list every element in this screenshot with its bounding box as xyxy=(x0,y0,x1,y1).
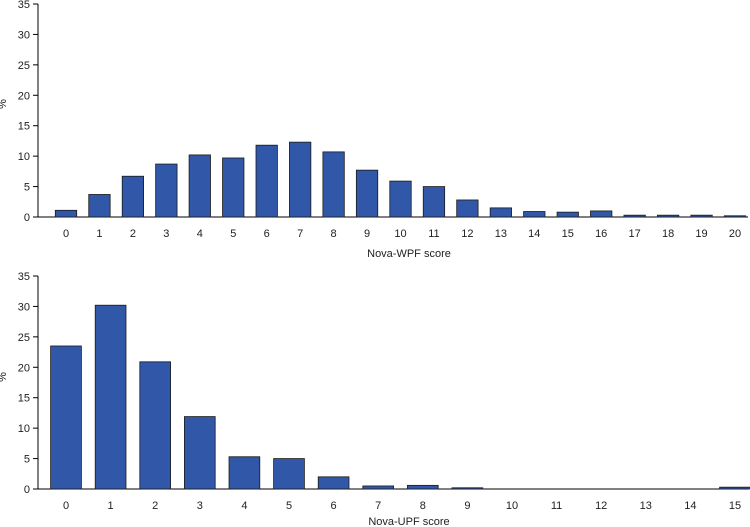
y-tick-label: 30 xyxy=(18,29,30,41)
x-tick-label: 11 xyxy=(428,228,439,240)
bar-score-19 xyxy=(690,214,713,218)
y-tick-label: 15 xyxy=(18,121,30,133)
bar-score-9 xyxy=(451,487,484,490)
bar-score-12 xyxy=(456,199,479,218)
bar-score-10 xyxy=(389,180,412,218)
y-tick-label: 0 xyxy=(24,484,30,496)
bar-score-3 xyxy=(184,416,216,490)
x-tick-label: 12 xyxy=(461,228,473,240)
y-tick-label: 20 xyxy=(18,362,30,374)
bar-score-7 xyxy=(289,141,312,218)
x-tick-label: 18 xyxy=(662,228,674,240)
x-tick-label: 5 xyxy=(286,500,292,512)
x-tick-label: 20 xyxy=(729,228,741,240)
y-tick-label: 25 xyxy=(18,332,30,344)
bar-score-1 xyxy=(88,194,111,218)
bar-score-20 xyxy=(723,215,747,218)
bar-score-1 xyxy=(94,304,127,490)
x-tick-label: 10 xyxy=(506,500,518,512)
bar-score-2 xyxy=(121,175,145,218)
bar-score-8 xyxy=(407,484,439,490)
bar-score-7 xyxy=(362,485,394,490)
y-tick-label: 35 xyxy=(18,0,30,11)
x-tick-label: 15 xyxy=(729,500,741,512)
x-tick-label: 3 xyxy=(163,228,169,240)
bar-score-5 xyxy=(222,157,245,218)
y-tick-label: 5 xyxy=(24,182,30,194)
x-tick-label: 9 xyxy=(364,228,370,240)
x-tick-label: 7 xyxy=(297,228,303,240)
bar-score-8 xyxy=(322,151,345,218)
y-tick-label: 20 xyxy=(18,90,30,102)
y-axis-title: % xyxy=(0,372,9,382)
y-tick-label: 0 xyxy=(24,212,30,224)
bar-score-17 xyxy=(623,214,646,218)
x-tick-label: 14 xyxy=(528,228,540,240)
x-tick-label: 6 xyxy=(331,500,337,512)
bar-score-3 xyxy=(155,163,178,218)
x-tick-label: 4 xyxy=(197,228,203,240)
x-tick-label: 1 xyxy=(108,500,114,512)
bar-score-15 xyxy=(556,211,579,218)
bar-score-15 xyxy=(719,486,750,490)
x-axis-title: Nova-UPF score xyxy=(368,516,449,527)
bar-score-18 xyxy=(656,214,680,218)
y-tick-label: 10 xyxy=(18,151,30,163)
bar-score-13 xyxy=(489,207,512,218)
x-tick-label: 2 xyxy=(152,500,158,512)
y-tick-label: 5 xyxy=(24,454,30,466)
x-tick-label: 12 xyxy=(595,500,607,512)
bar-score-2 xyxy=(139,361,171,490)
x-tick-label: 19 xyxy=(695,228,707,240)
y-tick-label: 10 xyxy=(18,423,30,435)
x-tick-label: 0 xyxy=(63,500,69,512)
x-tick-label: 15 xyxy=(562,228,574,240)
bar-score-6 xyxy=(317,476,350,490)
bar-score-5 xyxy=(273,458,305,490)
x-tick-label: 16 xyxy=(595,228,607,240)
x-tick-label: 2 xyxy=(130,228,136,240)
x-tick-label: 11 xyxy=(551,500,562,512)
x-tick-label: 3 xyxy=(197,500,203,512)
y-tick-label: 35 xyxy=(18,271,30,283)
x-tick-label: 4 xyxy=(241,500,247,512)
x-tick-label: 10 xyxy=(394,228,406,240)
y-tick-label: 25 xyxy=(18,60,30,72)
x-tick-label: 14 xyxy=(684,500,696,512)
bar-score-4 xyxy=(188,154,211,218)
bar-score-16 xyxy=(590,210,613,218)
bar-score-0 xyxy=(54,209,78,218)
x-tick-label: 8 xyxy=(331,228,337,240)
x-tick-label: 8 xyxy=(420,500,426,512)
bar-score-6 xyxy=(255,144,278,218)
y-tick-label: 30 xyxy=(18,301,30,313)
x-tick-label: 6 xyxy=(264,228,270,240)
x-tick-label: 13 xyxy=(640,500,652,512)
bar-score-9 xyxy=(355,169,379,218)
x-tick-label: 5 xyxy=(230,228,236,240)
x-axis-title: Nova-WPF score xyxy=(367,248,451,260)
bar-score-4 xyxy=(228,456,261,490)
bar-score-0 xyxy=(50,345,82,490)
x-tick-label: 9 xyxy=(464,500,470,512)
x-tick-label: 0 xyxy=(63,228,69,240)
bar-score-14 xyxy=(523,211,546,218)
x-tick-label: 1 xyxy=(96,228,102,240)
bar-score-11 xyxy=(422,186,446,218)
y-axis-title: % xyxy=(0,99,9,109)
x-tick-label: 7 xyxy=(375,500,381,512)
y-tick-label: 15 xyxy=(18,393,30,405)
x-tick-label: 13 xyxy=(495,228,507,240)
x-tick-label: 17 xyxy=(629,228,641,240)
